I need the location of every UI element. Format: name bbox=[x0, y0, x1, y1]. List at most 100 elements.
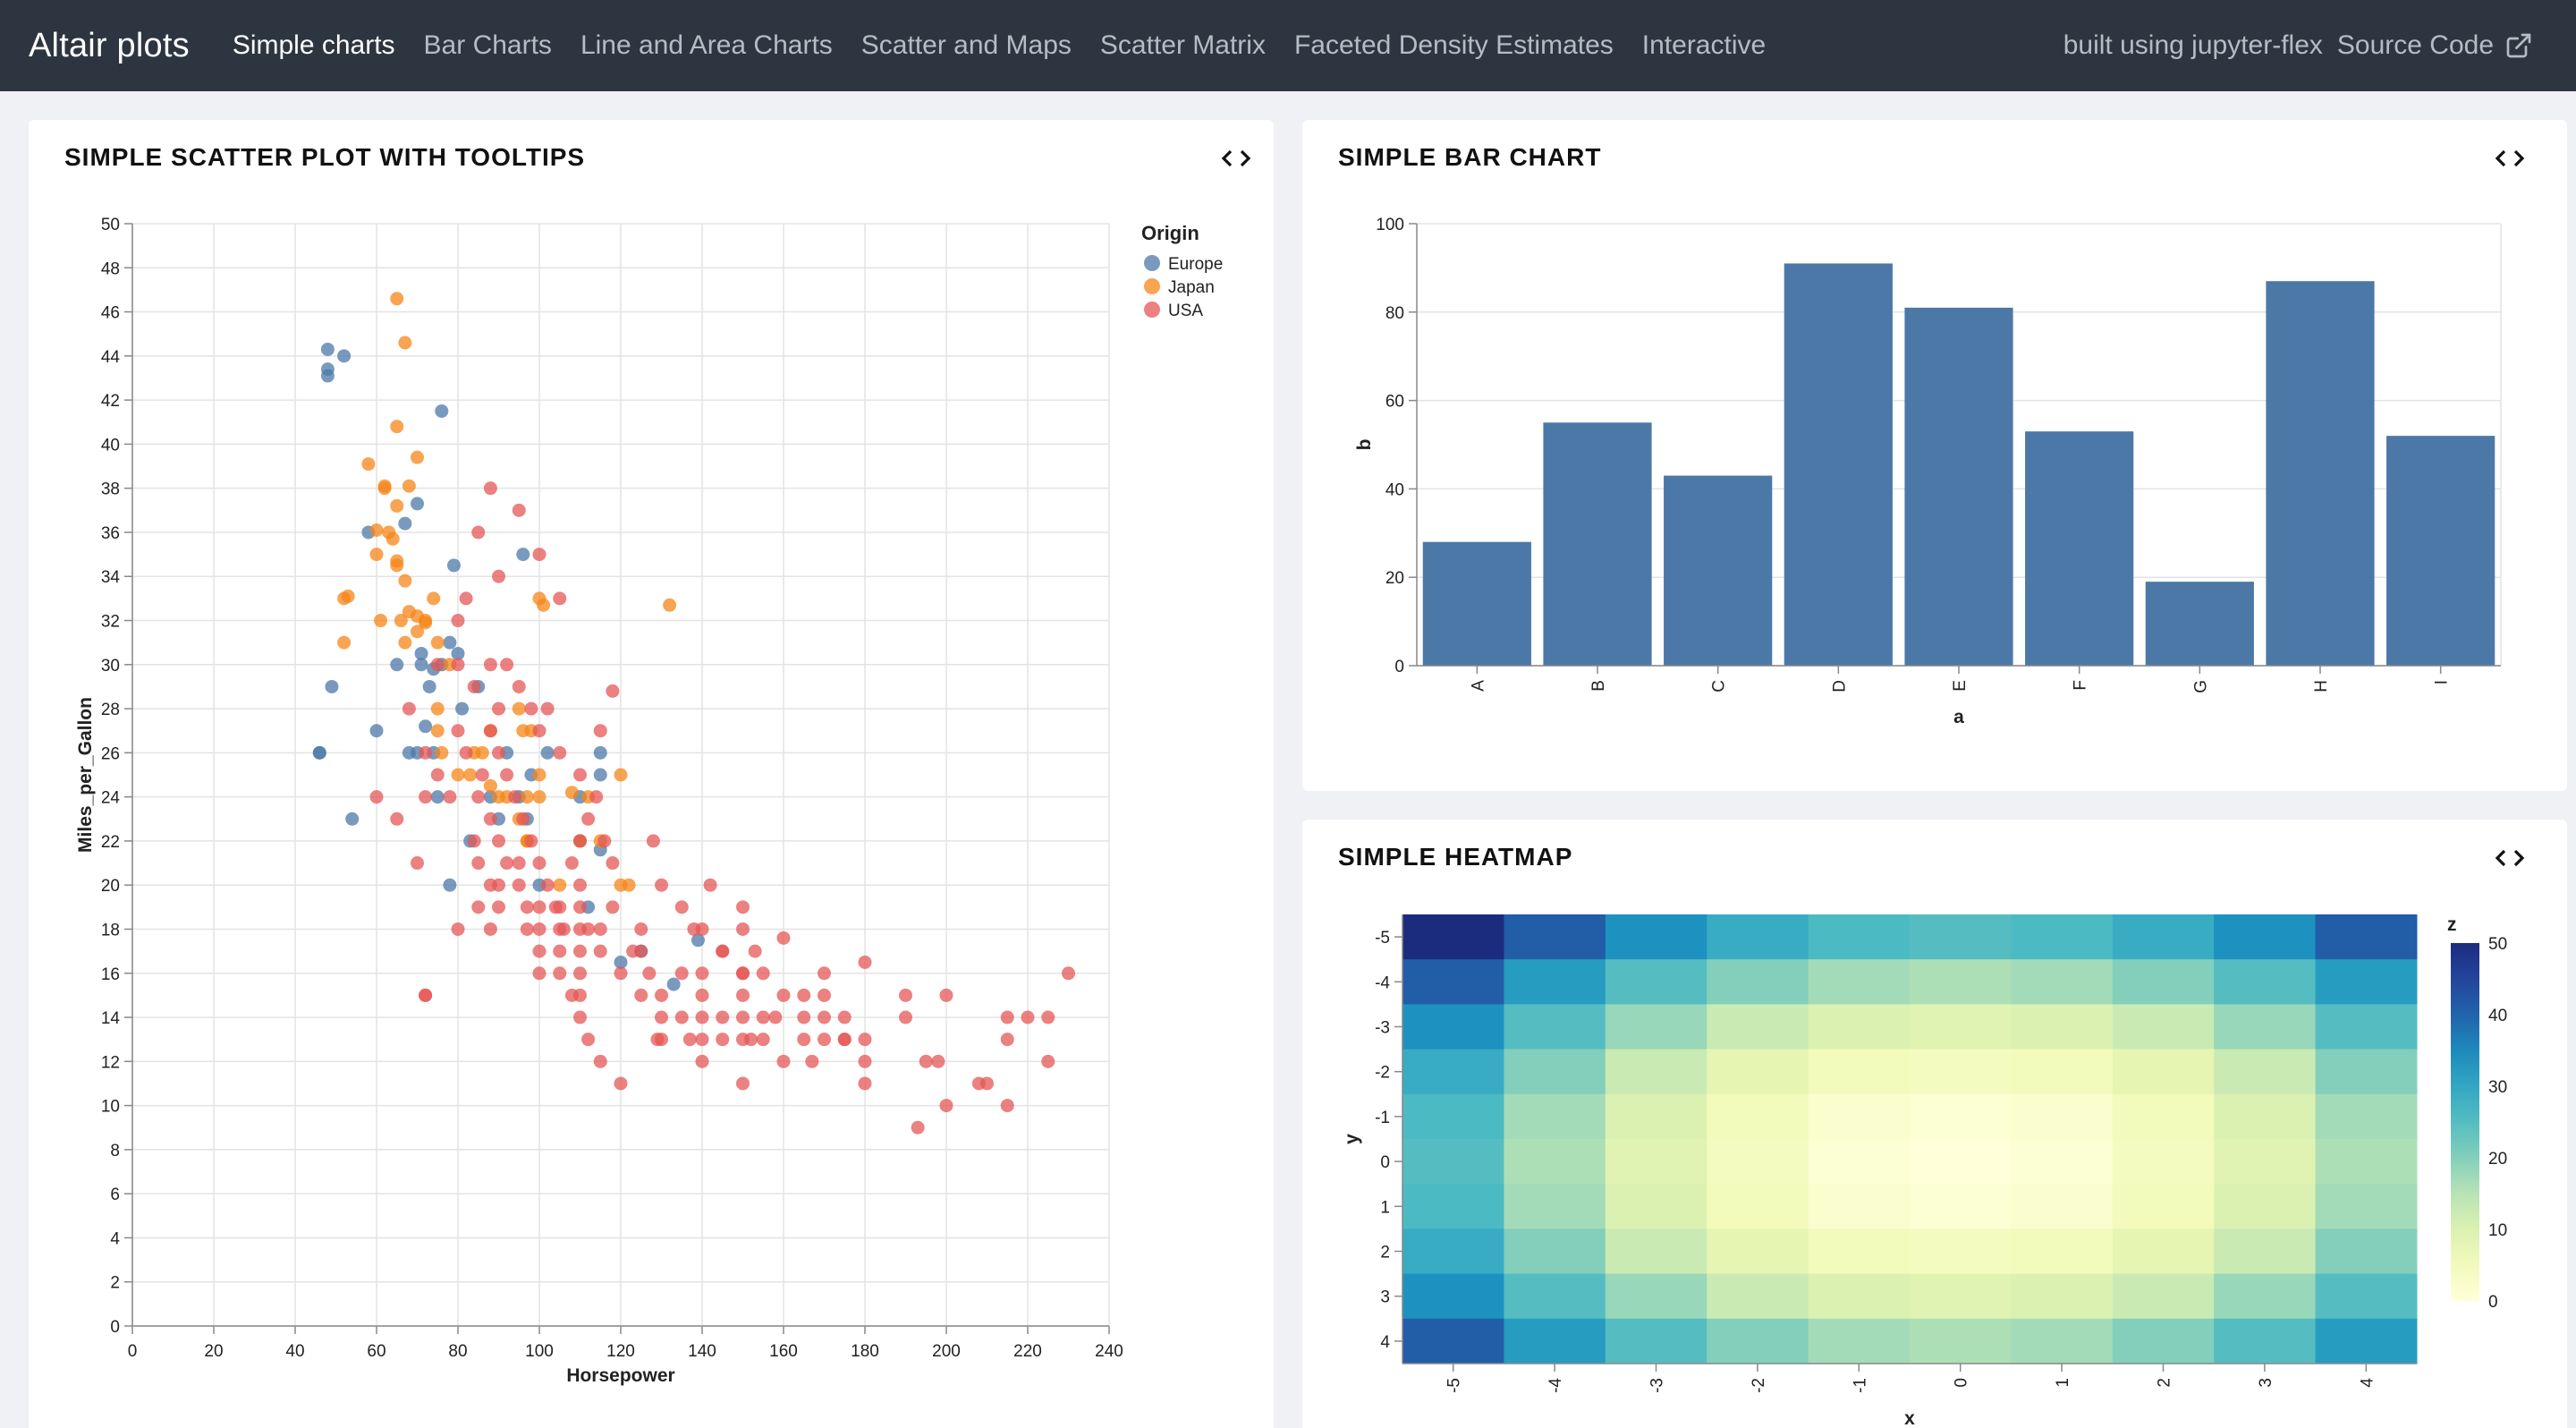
scatter-point-usa bbox=[524, 834, 538, 848]
scatter-point-usa bbox=[768, 1010, 783, 1024]
heatmap-chart[interactable]: -5 -4 -3 -2 -1 0 1 2 3 4 -5 -4 -3 -2 -1 0 1 2 3 4 x y z 0 10 20 30… bbox=[1302, 820, 2567, 1428]
scatter-y-axis-title: Miles_per_Gallon bbox=[75, 697, 96, 853]
scatter-point-japan bbox=[382, 525, 396, 540]
scatter-point-usa bbox=[695, 922, 709, 936]
heatmap-cell bbox=[2315, 1093, 2418, 1140]
bar-card-title: Simple Bar Chart bbox=[1338, 143, 1602, 171]
heatmap-code-toggle[interactable] bbox=[2492, 845, 2528, 871]
scatter-point-usa bbox=[642, 966, 657, 981]
bar-y-tick-label: 0 bbox=[1394, 658, 1404, 676]
scatter-y-tick-label: 24 bbox=[101, 789, 121, 808]
heatmap-cell bbox=[2011, 914, 2114, 960]
scatter-point-usa bbox=[508, 790, 522, 804]
scatter-point-europe bbox=[414, 646, 428, 660]
bar-d bbox=[1784, 263, 1893, 666]
navbar: Altair plots Simple charts Bar Charts Li… bbox=[0, 0, 2576, 91]
scatter-point-japan bbox=[411, 625, 424, 639]
scatter-code-toggle[interactable] bbox=[1218, 145, 1254, 172]
scatter-point-usa bbox=[655, 878, 668, 892]
scatter-chart[interactable]: 0 20 40 60 80 100 120 140 160 180 200 220 2400246810… bbox=[29, 120, 1274, 1426]
nav-line-area-charts[interactable]: Line and Area Charts bbox=[580, 30, 833, 60]
scatter-point-usa bbox=[483, 658, 497, 672]
nav-scatter-maps[interactable]: Scatter and Maps bbox=[860, 30, 1072, 60]
bar-chart[interactable]: 0 20 40 60 80 100 A B C D E F G H Ia b bbox=[1302, 120, 2567, 791]
scatter-point-usa bbox=[540, 701, 555, 716]
scatter-point-usa bbox=[532, 724, 547, 738]
bar-x-tick-label: A bbox=[1469, 680, 1487, 692]
scatter-point-usa bbox=[744, 1033, 758, 1047]
scatter-y-tick-label: 32 bbox=[101, 613, 120, 632]
heatmap-cell bbox=[1707, 1273, 1809, 1320]
scatter-point-japan bbox=[663, 598, 677, 612]
nav-simple-charts[interactable]: Simple charts bbox=[232, 30, 395, 60]
heatmap-legend-bar bbox=[2451, 943, 2479, 1301]
scatter-point-usa bbox=[581, 812, 596, 826]
app-title[interactable]: Altair plots bbox=[29, 26, 190, 64]
scatter-point-usa bbox=[1000, 1010, 1014, 1024]
scatter-y-tick-label: 16 bbox=[101, 965, 120, 984]
scatter-point-japan bbox=[402, 479, 416, 493]
scatter-point-japan bbox=[463, 768, 478, 782]
scatter-point-usa bbox=[1000, 1033, 1014, 1047]
nav-scatter-matrix[interactable]: Scatter Matrix bbox=[1099, 30, 1266, 60]
heatmap-cell bbox=[2315, 1273, 2418, 1320]
scatter-point-usa bbox=[736, 1010, 750, 1024]
scatter-point-usa bbox=[573, 768, 587, 782]
heatmap-cell bbox=[1402, 1004, 1504, 1050]
heatmap-cell bbox=[1402, 1184, 1504, 1229]
heatmap-cell bbox=[1910, 1004, 2012, 1050]
heatmap-x-tick-label: 4 bbox=[2358, 1378, 2377, 1388]
heatmap-cell bbox=[2214, 1184, 2317, 1229]
bar-x-tick-label: G bbox=[2191, 680, 2210, 693]
scatter-point-usa bbox=[411, 856, 424, 871]
heatmap-cell bbox=[2011, 1049, 2114, 1095]
heatmap-cell bbox=[1707, 1184, 1809, 1229]
scatter-point-usa bbox=[512, 878, 526, 892]
scatter-point-usa bbox=[500, 658, 514, 672]
scatter-point-usa bbox=[931, 1054, 945, 1068]
scatter-point-japan bbox=[483, 778, 497, 793]
heatmap-cell bbox=[2112, 1273, 2215, 1320]
scatter-y-tick-label: 10 bbox=[101, 1098, 120, 1117]
scatter-point-usa bbox=[797, 988, 811, 1002]
nav-bar-charts[interactable]: Bar Charts bbox=[423, 30, 552, 60]
scatter-point-japan bbox=[390, 558, 404, 573]
heatmap-cell bbox=[2315, 1004, 2418, 1050]
scatter-point-japan bbox=[369, 523, 384, 537]
heatmap-y-tick-label: -3 bbox=[1375, 1019, 1390, 1038]
built-with-link[interactable]: built using jupyter-flex bbox=[2063, 30, 2323, 60]
scatter-point-japan bbox=[411, 450, 424, 464]
scatter-point-usa bbox=[520, 922, 534, 936]
heatmap-cell bbox=[1605, 914, 1707, 960]
scatter-point-japan bbox=[430, 724, 445, 738]
scatter-x-tick-label: 160 bbox=[769, 1342, 798, 1361]
scatter-point-usa bbox=[939, 988, 953, 1002]
scatter-point-usa bbox=[939, 1099, 953, 1113]
nav-interactive[interactable]: Interactive bbox=[1641, 30, 1767, 60]
scatter-point-usa bbox=[695, 966, 709, 981]
heatmap-cell bbox=[2214, 1049, 2317, 1095]
heatmap-x-tick-label: -2 bbox=[1750, 1378, 1768, 1393]
source-code-link[interactable]: Source Code bbox=[2337, 30, 2533, 61]
scatter-point-usa bbox=[606, 856, 620, 871]
heatmap-cell bbox=[1910, 959, 2012, 1005]
heatmap-cell bbox=[1402, 1228, 1504, 1275]
nav-faceted-density[interactable]: Faceted Density Estimates bbox=[1293, 30, 1614, 60]
scatter-point-usa bbox=[716, 1010, 730, 1024]
scatter-point-usa bbox=[655, 1010, 668, 1024]
heatmap-cell bbox=[1910, 1318, 2012, 1364]
scatter-point-japan bbox=[390, 498, 404, 513]
heatmap-cell bbox=[1910, 1093, 2012, 1140]
scatter-point-usa bbox=[492, 569, 505, 583]
scatter-point-japan bbox=[377, 481, 392, 496]
scatter-point-japan bbox=[451, 768, 465, 782]
external-link-icon bbox=[2504, 31, 2533, 60]
bar-y-tick-label: 40 bbox=[1385, 480, 1404, 499]
heatmap-cell bbox=[1707, 1228, 1809, 1275]
bar-code-toggle[interactable] bbox=[2492, 145, 2528, 172]
scatter-point-usa bbox=[919, 1054, 933, 1068]
scatter-point-usa bbox=[532, 856, 547, 871]
scatter-point-europe bbox=[443, 635, 457, 650]
scatter-y-tick-label: 46 bbox=[101, 304, 120, 323]
heatmap-cell bbox=[1504, 1228, 1606, 1275]
